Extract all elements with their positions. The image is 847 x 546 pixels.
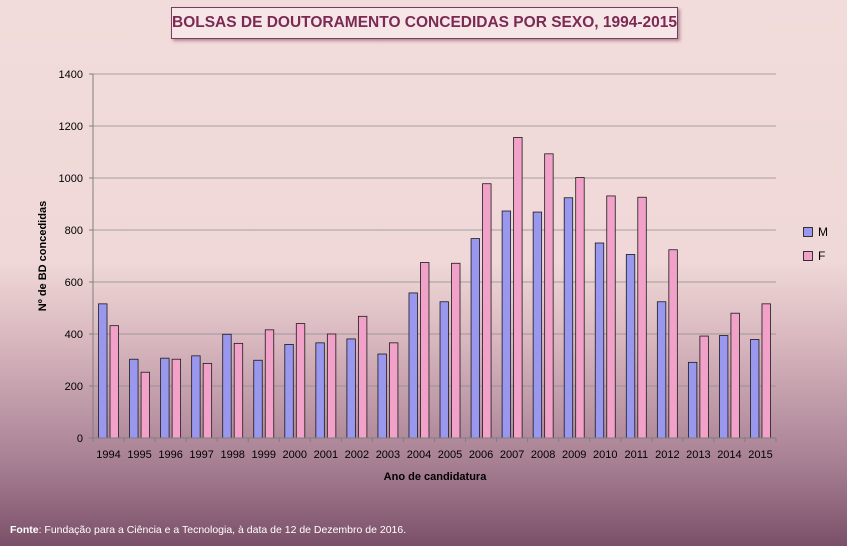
bar-f-1999 xyxy=(264,329,275,439)
bar-f-2006 xyxy=(482,183,492,439)
bar-m-1996 xyxy=(160,357,170,439)
bar-f-2000 xyxy=(295,323,306,439)
legend-item-f: F xyxy=(803,249,825,263)
bar-m-2008 xyxy=(532,211,543,439)
legend-item-m: M xyxy=(803,225,828,239)
bars xyxy=(98,137,771,439)
y-axis-label: Nº de BD concedidas xyxy=(37,201,49,311)
legend-swatch-f xyxy=(803,251,813,261)
legend-swatch-m xyxy=(803,227,813,237)
bar-m-1994 xyxy=(98,303,108,439)
bar-f-2005 xyxy=(451,262,461,439)
y-tick-label: 800 xyxy=(65,225,83,237)
bar-f-2009 xyxy=(575,177,585,439)
x-tick-label: 2005 xyxy=(438,449,462,461)
bar-m-1998 xyxy=(222,333,232,439)
bar-m-1999 xyxy=(253,359,263,439)
bar-f-2007 xyxy=(513,137,523,439)
x-tick-label: 1998 xyxy=(220,449,244,461)
bar-m-2009 xyxy=(563,197,574,439)
chart-title: BOLSAS DE DOUTORAMENTO CONCEDIDAS POR SE… xyxy=(171,7,678,39)
y-tick-label: 1000 xyxy=(59,173,83,185)
bar-f-2004 xyxy=(420,262,430,439)
bar-f-2014 xyxy=(730,312,740,439)
x-tick-label: 2012 xyxy=(655,449,679,461)
bar-f-2011 xyxy=(637,196,647,439)
source-note: Fonte: Fundação para a Ciência e a Tecno… xyxy=(10,524,406,536)
bar-m-2014 xyxy=(719,335,729,439)
x-tick-label: 1994 xyxy=(96,449,120,461)
x-tick-label: 2000 xyxy=(283,449,307,461)
bar-m-2003 xyxy=(377,353,387,439)
y-tick-label: 1400 xyxy=(59,69,83,81)
bar-m-2004 xyxy=(408,292,418,439)
bar-f-2015 xyxy=(761,303,771,439)
bar-f-1996 xyxy=(171,358,182,439)
x-tick-label: 2001 xyxy=(314,449,338,461)
y-tick-label: 200 xyxy=(65,381,83,393)
x-tick-label: 2003 xyxy=(376,449,400,461)
x-tick-label: 2015 xyxy=(748,449,772,461)
y-tick-label: 600 xyxy=(65,277,83,289)
x-tick-label: 2013 xyxy=(686,449,710,461)
source-text: : Fundação para a Ciência e a Tecnologia… xyxy=(38,524,407,536)
legend-label-m: M xyxy=(818,225,828,239)
x-tick-label: 2011 xyxy=(624,449,648,461)
x-tick-label: 2010 xyxy=(593,449,617,461)
bar-m-2006 xyxy=(470,238,480,439)
x-tick-label: 2007 xyxy=(500,449,524,461)
bar-m-1997 xyxy=(191,355,201,439)
x-tick-label: 1999 xyxy=(252,449,276,461)
bar-m-2000 xyxy=(284,343,294,439)
bar-m-2010 xyxy=(594,242,605,439)
bar-m-2002 xyxy=(346,338,356,439)
bar-f-2001 xyxy=(326,333,337,439)
y-tick-label: 0 xyxy=(77,433,83,445)
bar-m-2013 xyxy=(687,361,698,439)
bar-f-2003 xyxy=(389,342,399,439)
y-tick-label: 1200 xyxy=(59,121,83,133)
x-tick-label: 2006 xyxy=(469,449,493,461)
source-label: Fonte xyxy=(10,524,39,536)
axes: 0 200 400 600 800 1000 1200 1400 1994 1995 1996 199… xyxy=(59,69,777,461)
legend-label-f: F xyxy=(818,249,826,263)
bar-m-1995 xyxy=(129,358,139,439)
x-tick-label: 1996 xyxy=(158,449,182,461)
bar-m-2007 xyxy=(501,210,512,439)
x-tick-label: 2009 xyxy=(562,449,586,461)
x-tick-label: 2014 xyxy=(717,449,741,461)
bar-f-2013 xyxy=(699,335,709,439)
y-tick-label: 400 xyxy=(65,329,83,341)
bar-f-1998 xyxy=(233,342,244,439)
x-tick-label: 2004 xyxy=(407,449,431,461)
bar-f-2012 xyxy=(668,249,678,439)
bar-f-1997 xyxy=(202,362,213,439)
x-tick-label: 2008 xyxy=(531,449,555,461)
bar-m-2005 xyxy=(439,301,449,439)
bar-m-2015 xyxy=(750,339,760,439)
x-tick-label: 1997 xyxy=(189,449,213,461)
bar-m-2001 xyxy=(315,342,325,439)
bar-f-2010 xyxy=(606,195,616,439)
x-tick-label: 1995 xyxy=(127,449,151,461)
x-axis-label: Ano de candidatura xyxy=(384,471,488,483)
bar-m-2011 xyxy=(625,254,636,439)
bar-f-2008 xyxy=(544,153,554,439)
bar-m-2012 xyxy=(656,301,667,439)
x-tick-label: 2002 xyxy=(345,449,369,461)
bar-f-1994 xyxy=(109,325,119,439)
bar-f-1995 xyxy=(140,371,150,439)
bar-f-2002 xyxy=(357,315,368,439)
